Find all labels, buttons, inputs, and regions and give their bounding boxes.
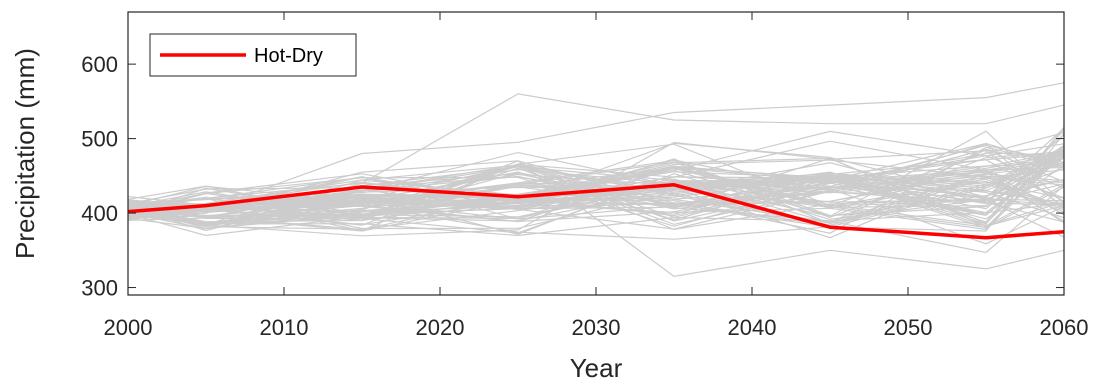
legend: Hot-Dry	[149, 33, 357, 77]
ensemble-line	[127, 130, 1065, 218]
y-tick-label: 600	[81, 52, 118, 77]
x-tick-label: 2060	[1040, 315, 1089, 340]
ensemble-line	[127, 149, 1065, 217]
x-tick-label: 2000	[104, 315, 153, 340]
ensemble-line	[127, 172, 1065, 230]
x-tick-label: 2050	[884, 315, 933, 340]
x-tick-label: 2030	[572, 315, 621, 340]
ensemble-lines	[127, 82, 1065, 278]
y-tick-label: 300	[81, 276, 118, 301]
ensemble-line	[127, 146, 1065, 230]
ensemble-line	[127, 161, 1065, 222]
x-tick-label: 2020	[416, 315, 465, 340]
ensemble-line	[127, 160, 1065, 278]
y-tick-label: 500	[81, 127, 118, 152]
ensemble-line	[127, 93, 1065, 207]
series-lines	[127, 183, 1065, 240]
x-axis-title: Year	[570, 353, 623, 383]
ensemble-line	[127, 168, 1065, 204]
ensemble-line	[127, 82, 1065, 214]
x-axis: 2000 2010 2020 2030 2040 2050 2060	[104, 12, 1089, 340]
ensemble-line	[127, 140, 1065, 217]
x-tick-label: 2010	[260, 315, 309, 340]
ensemble-line	[127, 171, 1065, 221]
series-line-hot-dry	[127, 183, 1065, 240]
x-tick-label: 2040	[728, 315, 777, 340]
ensemble-line	[127, 164, 1065, 226]
legend-label-hot-dry: Hot-Dry	[254, 45, 323, 67]
y-axis: 300 400 500 600	[81, 52, 1064, 301]
y-axis-title: Precipitation (mm)	[10, 48, 40, 259]
ensemble-line	[127, 129, 1065, 225]
ensemble-line	[127, 169, 1065, 223]
y-tick-label: 400	[81, 201, 118, 226]
